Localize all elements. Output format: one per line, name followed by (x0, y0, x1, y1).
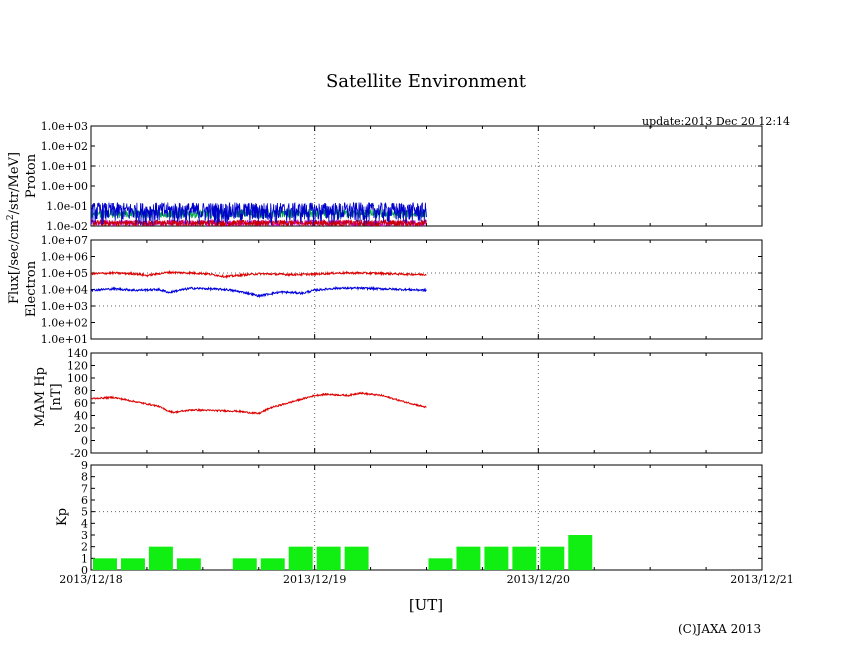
copyright-note: (C)JAXA 2013 (678, 622, 761, 636)
flux-axis-label-group: Flux[/sec/cm2/str/MeV] (6, 152, 22, 304)
proton-ytick-label: 1.0e+00 (41, 180, 88, 193)
x-tick-label: 2013/12/21 (730, 573, 793, 586)
x-tick-label: 2013/12/19 (283, 573, 346, 586)
chart-title: Satellite Environment (326, 71, 527, 92)
mam-ytick-label: 80 (74, 385, 88, 398)
kp-bar (93, 558, 117, 570)
kp-ytick-label: 3 (81, 529, 88, 542)
flux-axis-label-superscript: 2 (6, 214, 16, 220)
mam-ytick-label: -20 (70, 447, 88, 460)
kp-bar (344, 546, 369, 570)
panel-electron: 1.0e+01 1.0e+02 1.0e+03 1.0e+04 1.0e+05 1.0e+… (41, 234, 763, 346)
proton-series-blue (90, 201, 427, 226)
kp-ytick-label: 0 (81, 564, 88, 577)
kp-bar (540, 546, 565, 570)
proton-axis-label-group: Proton (24, 153, 39, 198)
x-axis-label: [UT] (409, 596, 443, 614)
kp-ytick-label: 7 (81, 482, 88, 495)
kp-axis-label: Kp (55, 508, 70, 526)
electron-ytick-label: 1.0e+01 (41, 333, 88, 346)
mam-ytick-label: 120 (67, 360, 88, 373)
mam-unit-label-group: [nT] (49, 383, 64, 410)
mam-unit-label: [nT] (49, 383, 64, 410)
x-tick-labels: 2013/12/18 2013/12/19 2013/12/20 2013/12/21 (59, 573, 793, 586)
kp-ytick-label: 9 (81, 459, 88, 472)
kp-ytick-label: 8 (81, 471, 88, 484)
mam-ytick-label: 140 (67, 347, 88, 360)
kp-bar (456, 546, 481, 570)
kp-bar (288, 546, 313, 570)
electron-ytick-label: 1.0e+06 (41, 251, 88, 264)
mam-axis-label-group: MAM Hp (33, 367, 48, 427)
kp-axis-label-group: Kp (55, 508, 70, 526)
electron-ytick-label: 1.0e+07 (41, 234, 88, 247)
x-tick-label: 2013/12/18 (59, 573, 122, 586)
electron-axis-label-group: Electron (24, 260, 39, 317)
kp-ytick-label: 2 (81, 541, 88, 554)
flux-axis-label: Flux[/sec/cm2/str/MeV] (6, 152, 22, 304)
mam-frame (90, 352, 763, 454)
mam-ytick-label: 100 (67, 372, 88, 385)
mam-ytick-label: 0 (81, 435, 88, 448)
kp-bar (176, 558, 201, 570)
kp-bar (316, 546, 341, 570)
kp-ytick-label: 5 (81, 506, 88, 519)
electron-series-red (90, 269, 427, 279)
proton-ytick-label: 1.0e+01 (41, 160, 88, 173)
kp-bar (568, 535, 593, 570)
kp-frame (90, 464, 763, 571)
plot-panels: 1.0e-021.0e-011.0e+001.0e+011.0e+021.0e+… (41, 120, 763, 577)
proton-ytick-label: 1.0e+02 (41, 140, 88, 153)
electron-series-blue (90, 285, 427, 299)
kp-bar (260, 558, 285, 570)
kp-ytick-label: 4 (81, 517, 88, 530)
electron-ytick-label: 1.0e+05 (41, 267, 88, 280)
proton-ytick-label: 1.0e+03 (41, 120, 88, 133)
proton-ytick-label: 1.0e-01 (46, 200, 88, 213)
electron-ytick-label: 1.0e+03 (41, 300, 88, 313)
update-timestamp: update:2013 Dec 20 12:14 (642, 115, 790, 128)
mam-ytick-label: 20 (74, 422, 88, 435)
panel-proton: 1.0e-02 1.0e-01 1.0e+00 1.0e+01 1.0e+02 1.0e+… (41, 120, 763, 233)
x-tick-label: 2013/12/20 (507, 573, 570, 586)
kp-bar (148, 546, 173, 570)
electron-ytick-label: 1.0e+04 (41, 284, 88, 297)
mam-ytick-label: 60 (74, 397, 88, 410)
kp-ytick-label: 6 (81, 494, 88, 507)
mam-series-red (90, 391, 427, 415)
kp-bar (512, 546, 537, 570)
mam-axis-label: MAM Hp (33, 367, 48, 427)
kp-ytick-label: 1 (81, 552, 88, 565)
mam-ytick-label: 40 (74, 410, 88, 423)
kp-bar (232, 558, 257, 570)
kp-bar (484, 546, 509, 570)
kp-bar (428, 558, 453, 570)
kp-bar (120, 558, 145, 570)
electron-frame (90, 239, 763, 340)
electron-axis-label: Electron (24, 260, 39, 317)
proton-ytick-label: 1.0e-02 (46, 220, 88, 233)
proton-axis-label: Proton (24, 153, 39, 198)
electron-ytick-label: 1.0e+02 (41, 317, 88, 330)
